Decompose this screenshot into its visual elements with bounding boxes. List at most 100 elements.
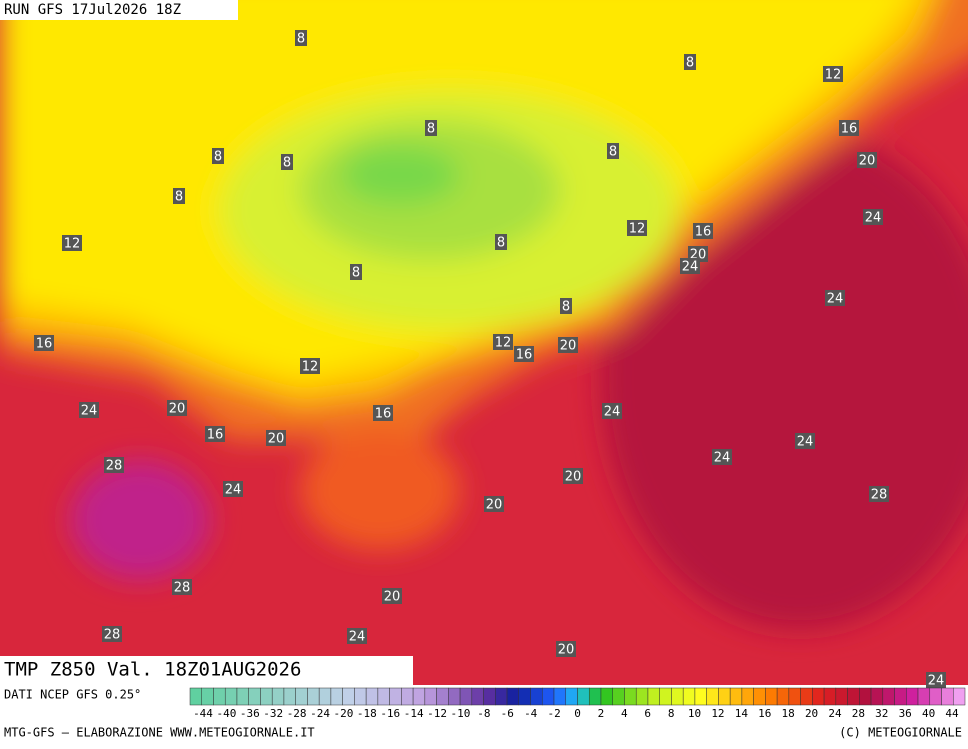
color-swatch: [342, 687, 355, 706]
colorbar-tick: 10: [688, 707, 701, 720]
color-swatch: [201, 687, 214, 706]
color-swatch: [718, 687, 731, 706]
color-swatch: [729, 687, 743, 706]
colorbar-tick: 2: [598, 707, 605, 720]
label-box: [795, 433, 815, 449]
color-swatch: [788, 687, 801, 706]
label-box: [350, 264, 362, 280]
label-box: [62, 235, 82, 251]
label-box: [172, 579, 192, 595]
label-box: [602, 403, 622, 419]
color-swatch: [401, 687, 414, 706]
color-swatch: [659, 687, 672, 706]
color-swatch: [365, 687, 379, 706]
contour-label: 24: [714, 451, 731, 466]
colorbar-tick: -18: [357, 707, 377, 720]
contour-labels: 8 8 12 8 16 8 8 8 20 8 24 12 12 16 8 20 24 8 24 8 16 12 16 20 12…: [34, 30, 946, 689]
contour-label: 8: [427, 122, 435, 137]
credit: MTG-GFS — ELABORAZIONE WWW.METEOGIORNALE…: [4, 726, 315, 740]
colorbar-tick: -4: [524, 707, 538, 720]
contour-label: 20: [565, 470, 582, 485]
color-swatch: [213, 687, 226, 706]
color-swatch: [483, 687, 496, 706]
temperature-field: [0, 0, 968, 685]
color-swatch: [953, 687, 966, 706]
color-swatch: [577, 687, 590, 706]
contour-label: 8: [214, 150, 222, 165]
contour-label: 16: [36, 337, 53, 352]
color-swatch: [518, 687, 531, 706]
color-swatch: [906, 687, 919, 706]
color-swatch: [354, 687, 367, 706]
contour-label: 8: [497, 236, 505, 251]
label-box: [212, 148, 224, 164]
color-swatch: [542, 687, 555, 706]
color-swatch: [448, 687, 461, 706]
color-swatch: [624, 687, 637, 706]
label-box: [495, 234, 507, 250]
label-box: [79, 402, 99, 418]
colorbar-tick: 0: [574, 707, 581, 720]
colorbar-tick: -10: [451, 707, 471, 720]
label-box: [173, 188, 185, 204]
color-swatch: [530, 687, 543, 706]
colorbar-tick: 40: [922, 707, 935, 720]
colorbar-tick: 8: [668, 707, 675, 720]
color-swatch: [800, 687, 813, 706]
color-swatch: [389, 687, 402, 706]
colorbar-tick: -24: [310, 707, 330, 720]
contour-label: 20: [169, 402, 186, 417]
contour-label: 24: [827, 292, 844, 307]
contour-label: 12: [302, 360, 319, 375]
contour-label: 24: [797, 435, 814, 450]
color-swatch: [295, 687, 308, 706]
color-swatch: [812, 687, 825, 706]
colorbar-tick: 44: [945, 707, 959, 720]
color-swatch: [941, 687, 954, 706]
copyright: (C) METEOGIORNALE: [839, 726, 962, 740]
label-box: [680, 258, 700, 274]
label-box: [493, 334, 513, 350]
colorbar-tick: -14: [404, 707, 424, 720]
color-swatch: [635, 687, 649, 706]
color-swatch: [765, 687, 778, 706]
color-swatch: [459, 687, 473, 706]
label-box: [373, 405, 393, 421]
colorbar-tick: -16: [380, 707, 400, 720]
label-box: [205, 426, 225, 442]
color-swatch: [894, 687, 907, 706]
label-box: [563, 468, 583, 484]
color-swatch: [694, 687, 707, 706]
contour-label: 20: [268, 432, 285, 447]
contour-label: 16: [841, 122, 858, 137]
contour-label: 12: [495, 336, 512, 351]
contour-label: 20: [558, 643, 575, 658]
contour-label: 20: [560, 339, 577, 354]
label-box: [556, 641, 576, 657]
color-swatch: [553, 687, 567, 706]
contour-label: 8: [352, 266, 360, 281]
color-swatch: [647, 687, 660, 706]
colorbar-tick: 24: [828, 707, 842, 720]
color-swatch: [283, 687, 296, 706]
colorbar-tick: -2: [547, 707, 560, 720]
contour-label: 16: [695, 225, 712, 240]
color-swatch: [565, 687, 578, 706]
colorbar: -44 -40 -36 -32 -28 -24 -20 -18 -16 -14 -12 -10 -8 -6…: [189, 687, 966, 720]
contour-label: 28: [174, 581, 191, 596]
color-swatch: [424, 687, 437, 706]
color-swatch: [436, 687, 449, 706]
contour-label: 8: [686, 56, 694, 71]
colorbar-tick: 18: [782, 707, 795, 720]
colorbar-tick: -28: [287, 707, 307, 720]
contour-label: 24: [604, 405, 621, 420]
colorbar-tick: 32: [875, 707, 888, 720]
contour-label: 20: [859, 154, 876, 169]
color-swatch: [495, 687, 508, 706]
contour-label: 8: [609, 145, 617, 160]
color-swatch: [741, 687, 754, 706]
contour-label: 24: [225, 483, 242, 498]
color-swatch: [506, 687, 520, 706]
color-swatch: [753, 687, 766, 706]
label-box: [926, 672, 946, 688]
